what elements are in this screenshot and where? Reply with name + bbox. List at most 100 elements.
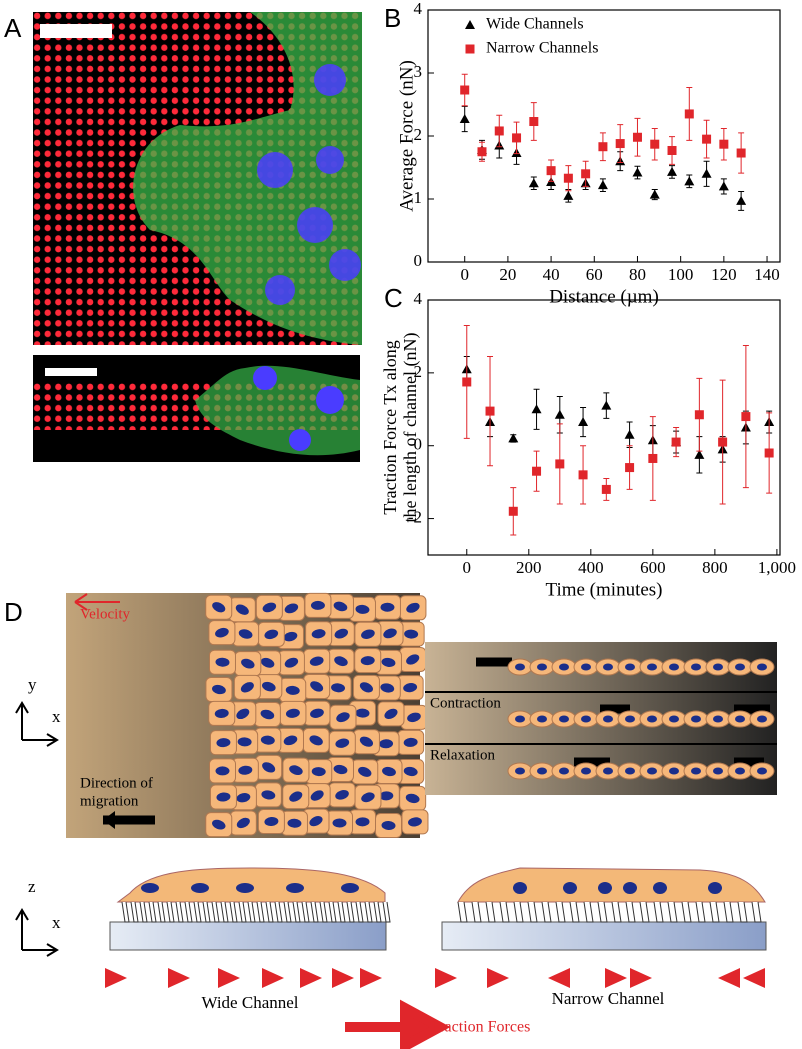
- nucleus: [360, 656, 375, 666]
- point: [694, 449, 705, 459]
- point: [563, 190, 574, 200]
- nucleus: [603, 663, 613, 671]
- pillar: [723, 901, 734, 923]
- pillar: [301, 901, 310, 923]
- nucleus: [334, 628, 349, 639]
- nucleus: [283, 631, 298, 642]
- x-tick-label: 400: [578, 558, 604, 577]
- pillar: [611, 901, 622, 923]
- nucleus: [333, 764, 348, 775]
- x-tick-label: 60: [586, 265, 603, 284]
- x-tick-label: 100: [668, 265, 694, 284]
- point: [477, 147, 487, 157]
- nucleus: [310, 681, 324, 692]
- pillar: [513, 901, 524, 923]
- nucleus: [379, 739, 394, 749]
- nucleus: [341, 883, 359, 893]
- point: [615, 139, 625, 149]
- traction-arrow: [435, 968, 457, 988]
- nucleus: [735, 715, 745, 723]
- pillar: [328, 901, 337, 923]
- pillar: [211, 901, 220, 923]
- nucleus: [236, 883, 254, 893]
- y-tick-label: 4: [414, 289, 423, 308]
- nucleus: [669, 663, 679, 671]
- pillar: [569, 901, 580, 923]
- pillar: [751, 901, 762, 923]
- traction-arrow: [605, 968, 627, 988]
- y-tick-label: 1: [414, 188, 423, 207]
- nucleus: [212, 684, 226, 695]
- nucleus: [216, 792, 231, 802]
- traction-arrow: [300, 968, 322, 988]
- nucleus: [284, 657, 299, 668]
- nucleus: [215, 627, 229, 638]
- point: [632, 132, 642, 142]
- pillar: [283, 901, 292, 923]
- pillar: [639, 901, 650, 923]
- traction-arrow: [743, 968, 765, 988]
- point: [741, 412, 751, 422]
- nucleus: [335, 790, 349, 800]
- x-tick-label: 1,000: [758, 558, 796, 577]
- x-tick-label: 0: [460, 265, 469, 284]
- point: [684, 176, 695, 186]
- nucleus: [381, 820, 396, 830]
- point: [601, 484, 611, 494]
- pillar: [625, 901, 636, 923]
- nucleus: [260, 709, 275, 720]
- axis-glyph-label: x: [52, 707, 61, 726]
- nucleus: [214, 708, 229, 718]
- side-view-illustration: [105, 867, 767, 988]
- nucleus: [240, 682, 254, 693]
- nucleus: [355, 604, 370, 614]
- pillar: [184, 901, 193, 923]
- nucleus: [384, 708, 398, 719]
- pillar: [681, 901, 692, 923]
- point: [554, 409, 565, 419]
- traction-arrow: [332, 968, 354, 988]
- nucleus: [191, 883, 209, 893]
- pillar: [457, 901, 468, 923]
- nucleus: [603, 715, 613, 723]
- nucleus: [713, 715, 723, 723]
- nucleus: [623, 882, 637, 894]
- point: [597, 180, 608, 190]
- nucleus: [513, 882, 527, 894]
- nucleus: [236, 817, 250, 829]
- point: [485, 406, 495, 416]
- nucleus: [309, 816, 323, 827]
- pillar: [274, 901, 283, 923]
- point: [684, 109, 694, 119]
- pillar: [292, 901, 301, 923]
- point: [531, 404, 542, 414]
- nucleus: [735, 767, 745, 775]
- point: [578, 417, 589, 427]
- pillar: [382, 901, 391, 923]
- point: [528, 178, 539, 188]
- direction-label: Direction of: [80, 775, 153, 791]
- x-axis-label: Distance (µm): [549, 286, 659, 307]
- traction-arrow: [218, 968, 240, 988]
- nucleus: [262, 681, 276, 692]
- nucleus: [559, 715, 569, 723]
- nucleus: [237, 737, 252, 747]
- nucleus: [310, 600, 325, 610]
- axis-glyphs: [15, 701, 59, 957]
- nucleus: [403, 737, 418, 747]
- nucleus: [757, 715, 767, 723]
- point: [555, 459, 565, 469]
- axis-glyph-label: y: [28, 675, 37, 694]
- x-tick-label: 800: [702, 558, 728, 577]
- point: [671, 437, 681, 447]
- nucleus: [403, 683, 418, 693]
- point: [462, 377, 472, 387]
- pillar: [175, 901, 184, 923]
- micrograph-bottom: [33, 355, 360, 462]
- nucleus: [236, 708, 250, 720]
- pillar: [121, 901, 130, 923]
- nucleus: [284, 603, 299, 614]
- pillar: [527, 901, 538, 923]
- nucleus: [581, 663, 591, 671]
